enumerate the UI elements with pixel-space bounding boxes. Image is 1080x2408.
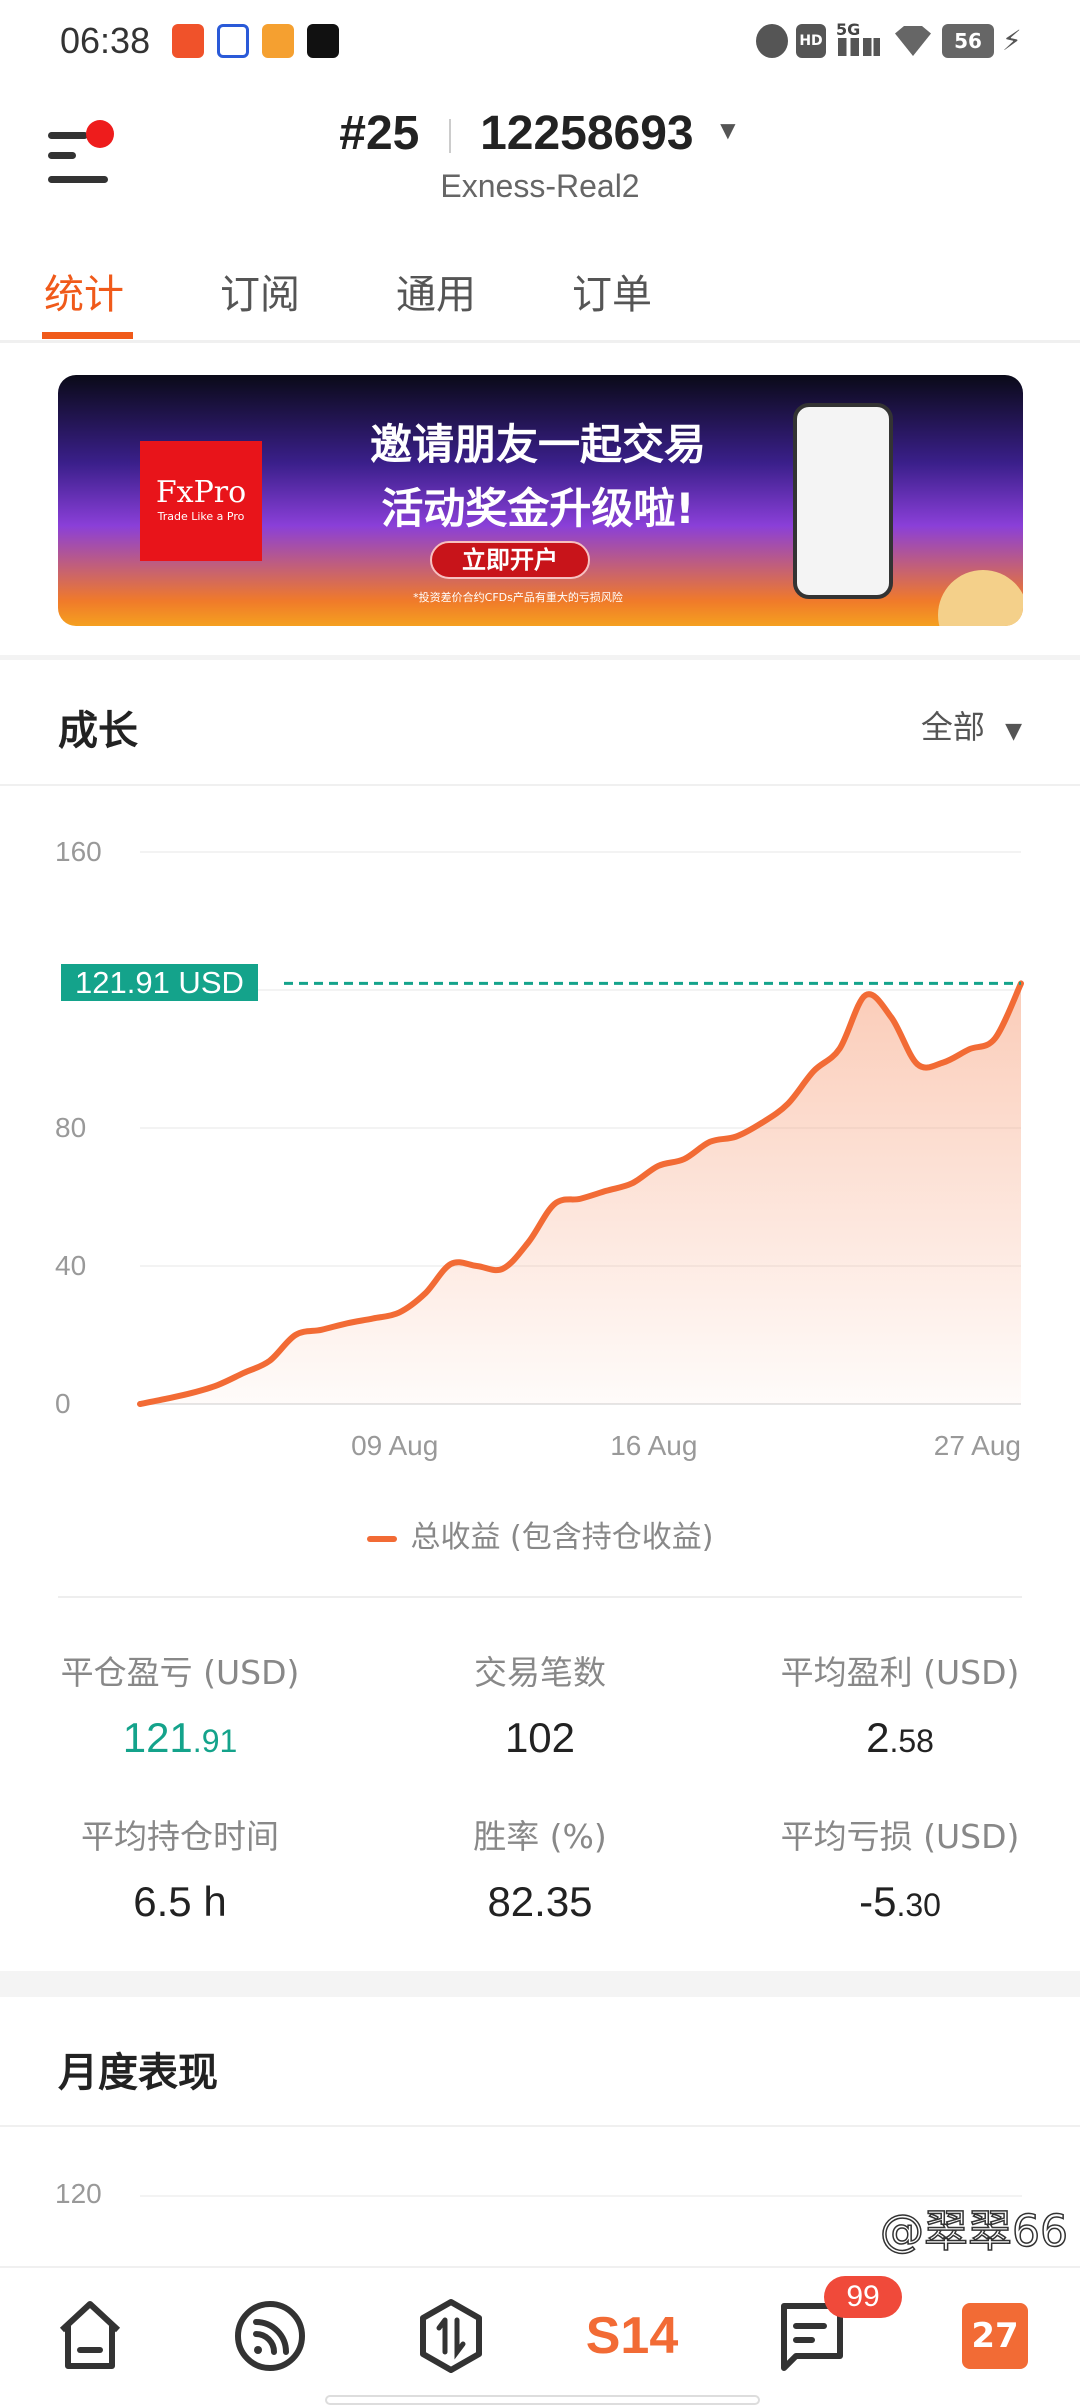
tab-general[interactable]: 通用 [396, 272, 476, 318]
stat-value: 102 [504, 1714, 576, 1761]
account-id: 12258693 [480, 107, 694, 160]
x-tick-label: 27 Aug [933, 1430, 1021, 1461]
area-fill [140, 983, 1021, 1404]
stat-label: 交易笔数 [474, 1653, 606, 1692]
banner-headline-1: 邀请朋友一起交易 [369, 420, 706, 469]
banner-disclaimer: *投资差价合约CFDs产品有重大的亏损风险 [413, 591, 623, 604]
range-filter-value: 全部 [920, 708, 985, 746]
range-filter-dropdown[interactable]: 全部 ▼ [921, 702, 1022, 748]
charging-icon: ⚡ [1002, 24, 1022, 57]
app-notification-icon [217, 24, 249, 58]
stat-value: 2 [866, 1714, 890, 1761]
stat-trade-count: 交易笔数 102 [360, 1646, 720, 1762]
stat-avg-loss: 平均亏损 (USD) -5.30 [720, 1810, 1080, 1926]
fxpro-logo: FxPro Trade Like a Pro [140, 441, 262, 561]
growth-chart-plot [137, 851, 1024, 1407]
nav-s14[interactable]: S14 [585, 2307, 679, 2365]
account-number: #25 [339, 107, 420, 160]
stat-label: 胜率 (%) [473, 1817, 607, 1856]
tiktok-icon [307, 24, 339, 58]
video-app-icon [262, 24, 294, 58]
home-indicator[interactable] [325, 2395, 760, 2405]
nav-home[interactable] [45, 2296, 135, 2376]
x-tick-label: 16 Aug [610, 1430, 698, 1461]
tab-subscriptions[interactable]: 订阅 [220, 272, 300, 318]
nav-calendar[interactable]: 27 [950, 2296, 1040, 2376]
y-tick-label: 40 [55, 1250, 87, 1281]
banner-headline-2: 活动奖金升级啦! [381, 484, 695, 533]
app-notification-icon [172, 24, 204, 58]
divider [0, 784, 1080, 786]
status-bar: 06:38 HD 5G 56 ⚡ [0, 0, 1080, 80]
battery-icon: 56 [942, 24, 994, 58]
calendar-icon: 27 [962, 2303, 1028, 2369]
nav-feed[interactable] [225, 2296, 315, 2376]
section-separator [0, 655, 1080, 660]
current-value-label: 121.91 USD [61, 964, 258, 1002]
stat-avg-profit: 平均盈利 (USD) 2.58 [720, 1646, 1080, 1762]
divider [0, 340, 1080, 343]
rss-icon [235, 2301, 305, 2371]
network-label: 5G [836, 20, 861, 39]
server-name: Exness-Real2 [440, 168, 640, 204]
promo-banner[interactable]: FxPro Trade Like a Pro 邀请朋友一起交易 活动奖金升级啦!… [58, 375, 1023, 626]
watermark: @翠翠66 [879, 2205, 1069, 2258]
monthly-title: 月度表现 [58, 2050, 218, 2096]
phone-illustration [793, 403, 893, 599]
stat-avg-hold-time: 平均持仓时间 6.5 h [0, 1810, 360, 1926]
stat-label: 平均持仓时间 [81, 1817, 279, 1856]
caret-down-icon: ▼ [714, 115, 741, 145]
stat-value-decimal: .30 [896, 1887, 941, 1923]
y-tick-label: 120 [55, 2178, 102, 2209]
section-separator [0, 1971, 1080, 1997]
gridline [140, 2195, 1022, 2197]
legend-label: 总收益 (包含持仓收益) [410, 1520, 714, 1555]
hd-icon: HD [796, 24, 826, 58]
status-time: 06:38 [60, 20, 151, 61]
growth-title: 成长 [58, 708, 138, 754]
y-tick-label: 80 [55, 1112, 87, 1143]
stat-label: 平均盈利 (USD) [780, 1653, 1020, 1692]
stat-value: -5 [859, 1878, 897, 1925]
active-tab-indicator [42, 332, 133, 339]
notification-dot [86, 120, 114, 148]
open-account-button[interactable]: 立即开户 [430, 541, 590, 579]
x-tick-label: 09 Aug [351, 1430, 439, 1461]
tab-orders[interactable]: 订单 [572, 272, 652, 318]
divider [58, 1596, 1022, 1598]
y-tick-label: 0 [55, 1388, 71, 1419]
stat-closed-pnl: 平仓盈亏 (USD) 121.91 [0, 1646, 360, 1762]
chart-legend[interactable]: 总收益 (包含持仓收益) [0, 1512, 1080, 1556]
signal-icon [838, 38, 880, 56]
stat-value: 121 [122, 1714, 193, 1761]
divider [0, 2125, 1080, 2127]
y-tick-label: 160 [55, 836, 102, 867]
caret-down-icon: ▼ [1005, 719, 1022, 744]
legend-swatch [366, 1535, 397, 1542]
bottom-nav [0, 2266, 1080, 2408]
menu-button[interactable] [48, 120, 114, 186]
home-icon [59, 2301, 121, 2369]
stat-value-decimal: .58 [889, 1723, 934, 1759]
stat-value-decimal: .91 [192, 1723, 238, 1759]
stat-label: 平仓盈亏 (USD) [60, 1653, 300, 1692]
account-selector[interactable]: #25 12258693 ▼ [0, 106, 1080, 161]
stat-win-rate: 胜率 (%) 82.35 [360, 1810, 720, 1926]
tab-statistics[interactable]: 统计 [44, 272, 124, 318]
growth-line [137, 980, 1024, 1407]
messages-badge: 99 [824, 2276, 902, 2318]
exchange-icon [420, 2299, 482, 2373]
stat-value: 6.5 h [133, 1878, 227, 1925]
nav-trade[interactable] [406, 2296, 496, 2376]
stat-value: 82.35 [487, 1878, 593, 1925]
divider [448, 119, 451, 154]
stat-label: 平均亏损 (USD) [780, 1817, 1020, 1856]
alarm-icon [756, 24, 788, 58]
